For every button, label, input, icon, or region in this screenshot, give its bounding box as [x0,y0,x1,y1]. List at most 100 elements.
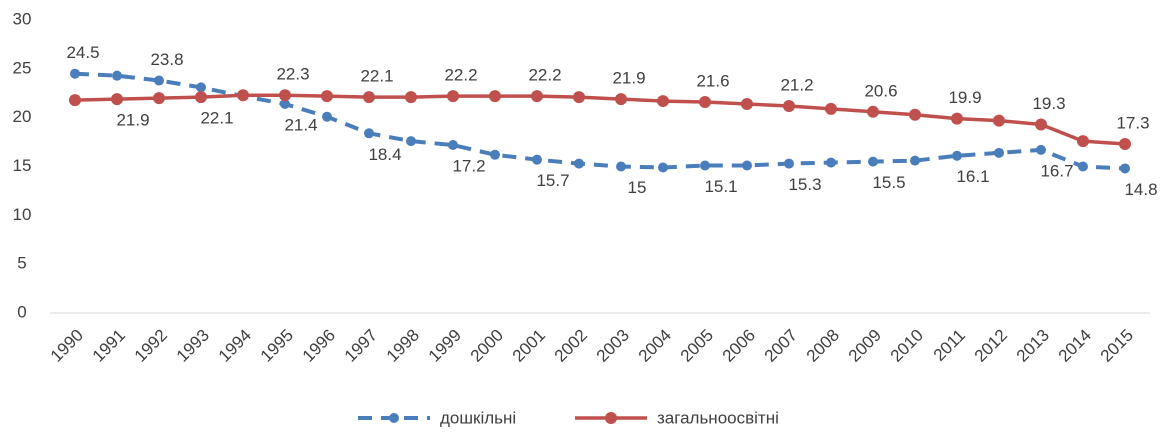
legend-marker [605,412,617,424]
series-marker [784,158,794,169]
series-marker [448,140,458,151]
x-tick-label: 1994 [215,326,255,366]
y-tick-label: 10 [13,205,32,224]
x-tick-label: 1998 [383,326,423,366]
x-tick-label: 2012 [971,326,1011,366]
series-marker [532,154,542,165]
series-marker [1078,161,1088,172]
x-tick-label: 2015 [1097,326,1137,366]
data-label: 21.9 [612,69,645,88]
series-marker [1035,118,1047,131]
series-marker [364,128,374,139]
x-tick-label: 2004 [635,326,675,366]
series-marker [405,91,417,104]
data-label: 16.7 [1040,161,1073,180]
data-label: 23.8 [150,50,183,69]
series-marker [69,94,81,107]
series-marker [993,114,1005,127]
series-marker [658,162,668,173]
data-label: 15.7 [536,171,569,190]
series-marker [1036,144,1046,155]
series-marker [406,136,416,147]
data-label: 21.9 [116,111,149,130]
data-label: 22.3 [276,65,309,84]
series-marker [1119,138,1131,151]
series-marker [867,105,879,118]
x-tick-label: 1991 [89,326,129,366]
y-tick-label: 15 [13,156,32,175]
x-tick-label: 2006 [719,326,759,366]
data-label: 20.6 [864,81,897,100]
data-label: 22.1 [200,109,233,128]
series-marker [363,91,375,104]
series-marker [1120,163,1130,174]
data-label: 15.1 [704,177,737,196]
legend-marker [389,413,399,423]
data-label: 17.2 [452,156,485,175]
series-marker [615,93,627,106]
series-marker [490,149,500,160]
data-label: 18.4 [368,145,401,164]
series-marker [826,157,836,168]
y-tick-label: 20 [13,107,32,126]
x-tick-label: 1999 [425,326,465,366]
series-marker [237,89,249,102]
x-tick-label: 1997 [341,326,381,366]
x-tick-label: 2011 [930,326,969,365]
legend-label: загальноосвітні [657,408,779,427]
x-tick-label: 2014 [1055,326,1095,366]
data-label: 15.5 [872,173,905,192]
x-tick-label: 1992 [131,326,171,366]
series-marker [951,112,963,125]
series-marker [280,98,290,109]
series-marker [868,156,878,167]
data-label: 15 [628,178,647,197]
data-label: 14.8 [1124,180,1157,199]
series-marker [994,147,1004,158]
series-marker [111,93,123,106]
series-marker [909,108,921,121]
series-line [74,93,1126,146]
series-line [74,71,1126,171]
data-label: 15.3 [788,175,821,194]
data-label: 17.3 [1116,114,1149,133]
series-marker [573,91,585,104]
series-marker [279,89,291,102]
series-marker [657,95,669,108]
series-marker [489,90,501,103]
x-tick-label: 2001 [509,326,549,366]
series-marker [153,92,165,105]
series-marker [574,158,584,169]
series-marker [70,68,80,79]
data-label: 24.5 [66,43,99,62]
x-tick-label: 2010 [887,326,927,366]
y-tick-label: 0 [17,302,26,321]
data-label: 16.1 [956,167,989,186]
data-label: 19.3 [1032,94,1065,113]
series-marker [322,111,332,122]
series-marker [112,70,122,81]
data-label: 21.6 [696,72,729,91]
series-marker [783,99,795,112]
y-tick-label: 25 [13,58,32,77]
legend-label: дошкільні [440,408,516,427]
series-marker [195,91,207,104]
series-marker [196,82,206,93]
x-tick-label: 2013 [1013,326,1053,366]
x-tick-label: 1995 [257,326,297,366]
series-marker [321,90,333,103]
series-marker [741,97,753,110]
data-label: 22.1 [360,67,393,86]
x-tick-label: 1996 [299,326,339,366]
x-tick-label: 2000 [467,326,507,366]
x-tick-label: 2002 [551,326,591,366]
y-tick-label: 30 [13,9,32,28]
data-label: 22.2 [444,66,477,85]
data-label: 22.2 [528,66,561,85]
series-marker [616,161,626,172]
y-tick-label: 5 [17,254,26,273]
series-marker [952,150,962,161]
x-tick-label: 2007 [761,326,801,366]
series-marker [742,160,752,171]
